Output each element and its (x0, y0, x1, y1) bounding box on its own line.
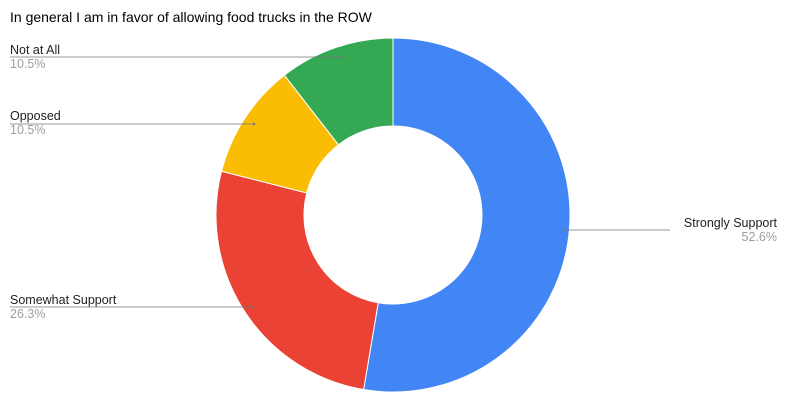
label-name-not-at-all: Not at All (10, 43, 60, 57)
label-percent-opposed: 10.5% (10, 123, 45, 137)
leader-dot-not-at-all (338, 55, 342, 59)
leader-dot-opposed (252, 122, 256, 126)
slice-somewhat-support[interactable] (215, 170, 379, 391)
label-percent-not-at-all: 10.5% (10, 57, 45, 71)
leader-dot-somewhat-support (250, 305, 254, 309)
label-name-somewhat-support: Somewhat Support (10, 293, 117, 307)
label-name-opposed: Opposed (10, 109, 61, 123)
chart-title: In general I am in favor of allowing foo… (10, 9, 373, 25)
label-percent-strongly-support: 52.6% (742, 230, 777, 244)
leader-dot-strongly-support (563, 228, 567, 232)
label-percent-somewhat-support: 26.3% (10, 307, 45, 321)
slices-group (215, 37, 571, 393)
slice-strongly-support[interactable] (363, 37, 571, 393)
label-name-strongly-support: Strongly Support (684, 216, 778, 230)
